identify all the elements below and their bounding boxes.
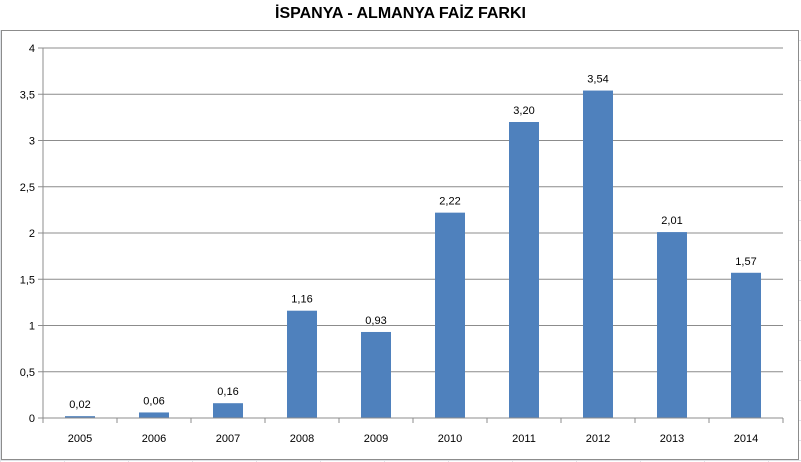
- bar-2014: [731, 272, 761, 418]
- chart-title: İSPANYA - ALMANYA FAİZ FARKI: [0, 0, 801, 30]
- bar-2006: [139, 412, 169, 418]
- bar-2012: [583, 90, 613, 419]
- data-label-2012: 3,54: [587, 74, 608, 86]
- x-tick-label: 2014: [734, 433, 758, 445]
- data-label-2007: 0,16: [217, 386, 238, 398]
- x-tick-label: 2011: [512, 433, 536, 445]
- y-axis-ticks: 0 0,5 1 1,5 2 2,5 3 3,5 4: [20, 43, 43, 425]
- data-labels: 0,02 0,06 0,16 1,16 0,93 2,22 3,20 3,54 2,01 1,57: [69, 74, 756, 412]
- data-label-2006: 0,06: [143, 395, 164, 407]
- y-tick-label: 1,5: [20, 274, 35, 286]
- y-tick-label: 1: [29, 321, 35, 333]
- data-label-2013: 2,01: [661, 215, 682, 227]
- bar-2010: [435, 212, 465, 418]
- y-tick-label: 3,5: [20, 89, 35, 101]
- x-tick-label: 2008: [290, 433, 314, 445]
- bar-2008: [287, 310, 317, 418]
- bar-2005: [65, 416, 95, 418]
- x-tick-label: 2005: [68, 433, 92, 445]
- data-label-2014: 1,57: [735, 256, 756, 268]
- bar-2007: [213, 403, 243, 418]
- y-tick-label: 0: [29, 413, 35, 425]
- y-tick-label: 2,5: [20, 182, 35, 194]
- x-tick-label: 2013: [660, 433, 684, 445]
- bar-2009: [361, 331, 391, 418]
- y-tick-label: 0,5: [20, 367, 35, 379]
- data-label-2005: 0,02: [69, 399, 90, 411]
- data-label-2009: 0,93: [365, 315, 386, 327]
- x-tick-label: 2010: [438, 433, 462, 445]
- x-axis-ticks: 2005 2006 2007 2008 2009 2010 2011 2012 2013 2014: [42, 418, 784, 445]
- bar-2013: [657, 232, 687, 418]
- data-label-2011: 3,20: [513, 105, 534, 117]
- x-tick-label: 2006: [142, 433, 166, 445]
- y-tick-label: 2: [29, 228, 35, 240]
- y-tick-label: 4: [29, 43, 35, 55]
- data-label-2008: 1,16: [291, 294, 312, 306]
- y-tick-label: 3: [29, 136, 35, 148]
- bars: [65, 90, 761, 419]
- x-tick-label: 2007: [216, 433, 240, 445]
- x-tick-label: 2009: [364, 433, 388, 445]
- data-label-2010: 2,22: [439, 196, 460, 208]
- x-tick-label: 2012: [586, 433, 610, 445]
- bar-2011: [509, 122, 539, 418]
